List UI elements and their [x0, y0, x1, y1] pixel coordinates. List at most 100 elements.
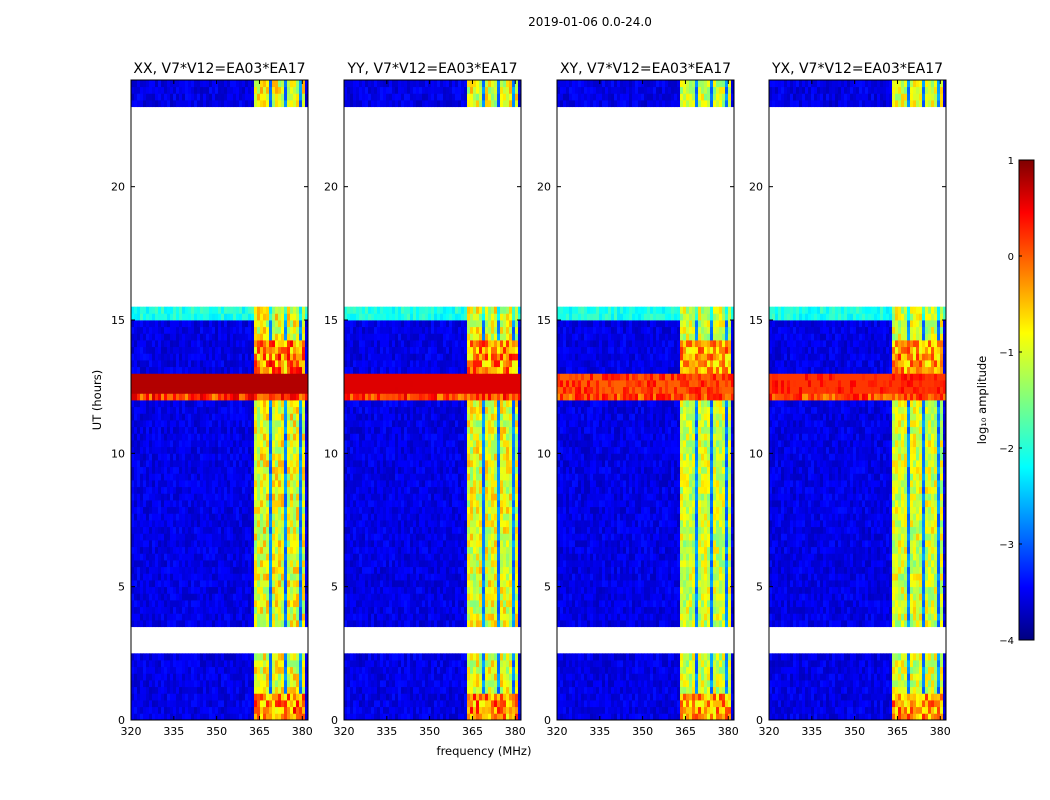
heatmap-cell — [227, 660, 230, 667]
heatmap-cell — [164, 673, 167, 680]
heatmap-cell — [263, 493, 266, 500]
heatmap-cell — [257, 700, 260, 707]
heatmap-cell — [161, 387, 164, 394]
heatmap-cell — [206, 327, 209, 334]
heatmap-cell — [173, 413, 176, 420]
heatmap-cell — [170, 387, 173, 394]
heatmap-cell — [194, 340, 197, 347]
heatmap-cell — [131, 393, 134, 400]
heatmap-cell — [290, 373, 293, 380]
heatmap-cell — [251, 653, 254, 660]
heatmap-cell — [188, 413, 191, 420]
heatmap-cell — [296, 380, 299, 387]
heatmap-cell — [140, 373, 143, 380]
heatmap-cell — [224, 533, 227, 540]
heatmap-cell — [245, 440, 248, 447]
heatmap-cell — [203, 513, 206, 520]
heatmap-cell — [233, 380, 236, 387]
heatmap-cell — [131, 580, 134, 587]
heatmap-cell — [218, 467, 221, 474]
heatmap-cell — [287, 653, 290, 660]
heatmap-cell — [266, 533, 269, 540]
heatmap-cell — [179, 493, 182, 500]
heatmap-cell — [170, 567, 173, 574]
heatmap-cell — [161, 660, 164, 667]
heatmap-cell — [290, 433, 293, 440]
heatmap-cell — [203, 620, 206, 627]
heatmap-cell — [239, 393, 242, 400]
heatmap-cell — [212, 520, 215, 527]
heatmap-cell — [266, 507, 269, 514]
heatmap-cell — [233, 493, 236, 500]
heatmap-cell — [254, 573, 257, 580]
heatmap-cell — [161, 433, 164, 440]
heatmap-cell — [185, 587, 188, 594]
heatmap-cell — [161, 553, 164, 560]
heatmap-cell — [293, 547, 296, 554]
heatmap-cell — [221, 487, 224, 494]
heatmap-cell — [146, 413, 149, 420]
heatmap-cell — [155, 413, 158, 420]
heatmap-cell — [143, 373, 146, 380]
heatmap-cell — [233, 373, 236, 380]
heatmap-cell — [302, 500, 305, 507]
heatmap-cell — [146, 373, 149, 380]
heatmap-cell — [281, 433, 284, 440]
heatmap-cell — [251, 593, 254, 600]
heatmap-cell — [227, 453, 230, 460]
heatmap-cell — [188, 467, 191, 474]
heatmap-cell — [287, 500, 290, 507]
heatmap-cell — [263, 700, 266, 707]
heatmap-cell — [248, 560, 251, 567]
heatmap-cell — [296, 480, 299, 487]
heatmap-cell — [170, 520, 173, 527]
heatmap-cell — [275, 567, 278, 574]
heatmap-cell — [290, 520, 293, 527]
heatmap-cell — [137, 673, 140, 680]
heatmap-cell — [266, 593, 269, 600]
heatmap-cell — [281, 573, 284, 580]
heatmap-cell — [143, 680, 146, 687]
heatmap-cell — [224, 553, 227, 560]
heatmap-cell — [131, 680, 134, 687]
heatmap-cell — [152, 453, 155, 460]
heatmap-cell — [206, 553, 209, 560]
heatmap-cell — [161, 380, 164, 387]
heatmap-cell — [284, 680, 287, 687]
heatmap-cell — [161, 613, 164, 620]
heatmap-cell — [161, 653, 164, 660]
heatmap-cell — [212, 653, 215, 660]
heatmap-cell — [293, 527, 296, 534]
heatmap-cell — [140, 340, 143, 347]
heatmap-cell — [197, 713, 200, 720]
heatmap-cell — [206, 560, 209, 567]
heatmap-cell — [143, 400, 146, 407]
heatmap-cell — [185, 360, 188, 367]
heatmap-cell — [206, 600, 209, 607]
heatmap-cell — [215, 393, 218, 400]
heatmap-cell — [140, 613, 143, 620]
heatmap-cell — [221, 687, 224, 694]
heatmap-cell — [287, 713, 290, 720]
heatmap-cell — [257, 573, 260, 580]
heatmap-cell — [152, 520, 155, 527]
heatmap-cell — [134, 593, 137, 600]
heatmap-cell — [146, 440, 149, 447]
heatmap-cell — [266, 380, 269, 387]
heatmap-cell — [275, 427, 278, 434]
heatmap-cell — [164, 320, 167, 327]
heatmap-cell — [146, 447, 149, 454]
heatmap-cell — [149, 453, 152, 460]
heatmap-cell — [209, 333, 212, 340]
heatmap-cell — [284, 507, 287, 514]
heatmap-cell — [221, 540, 224, 547]
heatmap-cell — [179, 420, 182, 427]
heatmap-cell — [302, 600, 305, 607]
heatmap-cell — [287, 580, 290, 587]
heatmap-cell — [155, 573, 158, 580]
heatmap-cell — [149, 353, 152, 360]
heatmap-cell — [194, 480, 197, 487]
heatmap-cell — [140, 560, 143, 567]
heatmap-cell — [161, 687, 164, 694]
heatmap-cell — [149, 493, 152, 500]
